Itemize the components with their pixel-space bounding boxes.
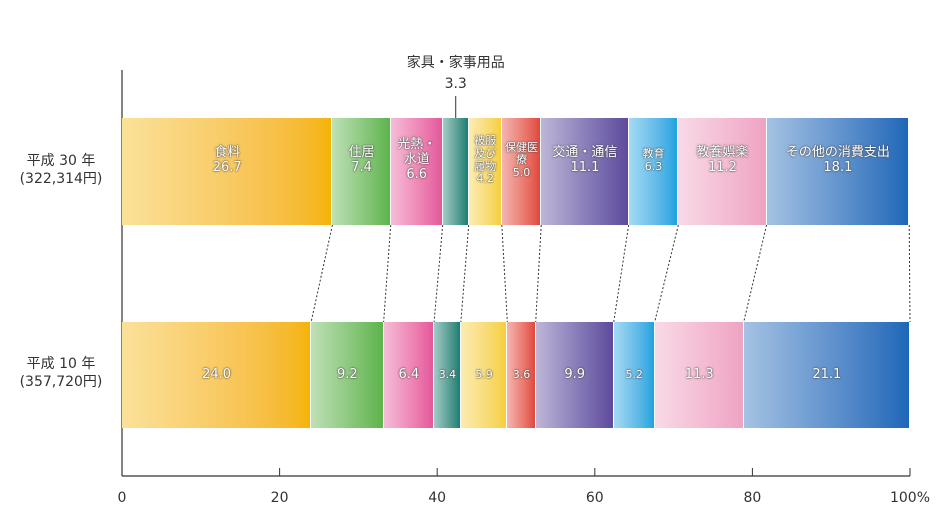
x-tick-label: 80 <box>743 490 762 506</box>
connector <box>383 224 392 323</box>
segment-label: 5.2 <box>614 322 655 428</box>
connector <box>908 224 911 323</box>
value-label: 11.1 <box>570 159 600 175</box>
segment-label: 教育 6.3 <box>629 118 679 203</box>
bar-segment <box>468 118 502 225</box>
bar-segment <box>628 118 679 225</box>
value-label: 3.4 <box>438 367 457 381</box>
x-tick-label: 60 <box>585 490 604 506</box>
bar-segment <box>743 322 910 428</box>
value-label: 6.6 <box>406 166 428 182</box>
category-label: 光熱・水道 <box>397 137 437 168</box>
value-label: 5.2 <box>625 367 643 381</box>
category-label: 教育 <box>642 146 665 160</box>
connector <box>743 224 768 323</box>
bar-segment <box>122 118 333 225</box>
bar-segment <box>311 322 384 428</box>
value-label: 6.4 <box>398 366 420 382</box>
connector <box>613 224 630 323</box>
value-label: 3.3 <box>444 76 467 92</box>
value-label: 6.3 <box>644 159 663 173</box>
segment-label: 食料 26.7 <box>122 118 332 203</box>
x-tick-label: 0 <box>117 490 127 506</box>
bar-segment <box>390 118 443 225</box>
segment-label: 3.6 <box>507 322 535 428</box>
value-label: 5.0 <box>512 165 531 179</box>
segment-label: 6.4 <box>384 322 434 428</box>
value-label: 9.2 <box>337 366 358 382</box>
bar-segment <box>654 322 744 428</box>
bar-segment <box>535 322 614 428</box>
segment-label: 交通・通信 11.1 <box>541 118 628 203</box>
category-label: 住居 <box>348 144 375 160</box>
segment-label: 9.2 <box>311 322 383 428</box>
category-label: 被服及び履物 <box>474 134 497 173</box>
connector <box>310 224 333 323</box>
bar-segment <box>332 118 391 225</box>
segment-label: その他の消費支出 18.1 <box>767 118 910 203</box>
bar-segment <box>383 322 435 428</box>
segment-label <box>443 118 469 203</box>
value-label: 24.0 <box>202 366 232 382</box>
connector <box>535 224 542 323</box>
bar-segment <box>678 118 767 225</box>
category-label: 保健医療 <box>505 140 538 167</box>
value-label: 11.3 <box>684 366 714 382</box>
connector <box>654 224 679 323</box>
series-name: 平成 30 年 <box>26 152 96 169</box>
bar-segment <box>507 322 536 428</box>
segment-label: 教養娯楽 11.2 <box>678 118 766 203</box>
row-label: 平成 10 年 (357,720円) <box>0 355 122 391</box>
segment-label: 11.3 <box>655 322 744 428</box>
segment-label: 住居 7.4 <box>332 118 390 203</box>
bar-segment <box>460 322 508 428</box>
segment-label: 21.1 <box>744 322 910 428</box>
value-label: 5.9 <box>475 367 493 381</box>
value-label: 4.2 <box>476 172 495 186</box>
x-tick-label: 20 <box>270 490 289 506</box>
category-label: 交通・通信 <box>552 144 618 160</box>
segment-label: 光熱・水道 6.6 <box>391 118 443 203</box>
category-label: 食料 <box>214 144 241 160</box>
category-label: 家具・家事用品 <box>406 55 505 71</box>
segment-label: 被服及び履物 4.2 <box>469 118 502 203</box>
bar-segment <box>434 322 461 428</box>
bar-segment <box>541 118 629 225</box>
connector <box>460 224 470 323</box>
segment-label: 3.4 <box>434 322 461 428</box>
bar-segment <box>766 118 910 225</box>
category-label: 教養娯楽 <box>696 144 749 160</box>
series-name: 平成 10 年 <box>26 356 96 372</box>
value-label: 11.2 <box>707 159 737 175</box>
connector <box>501 224 508 323</box>
value-label: 3.6 <box>512 367 531 381</box>
bar-segment <box>613 322 655 428</box>
segment-label: 9.9 <box>536 322 614 428</box>
segment-label: 5.9 <box>461 322 507 428</box>
value-label: 26.7 <box>212 159 242 175</box>
x-tick-label: 100% <box>889 490 931 506</box>
value-label: 7.4 <box>351 159 372 175</box>
value-label: 18.1 <box>823 159 853 175</box>
bar-segment <box>122 322 312 428</box>
x-tick-label: 40 <box>428 490 447 506</box>
connector <box>433 224 444 323</box>
value-label: 21.1 <box>812 366 842 382</box>
segment-label: 24.0 <box>122 322 311 428</box>
row-label: 平成 30 年 (322,314円) <box>0 152 122 188</box>
bar-segment <box>442 118 469 225</box>
category-label: その他の消費支出 <box>785 144 890 160</box>
segment-label: 保健医療 5.0 <box>502 118 541 203</box>
total-label: (322,314円) <box>19 170 103 187</box>
bar-segment <box>501 118 542 225</box>
value-label: 9.9 <box>564 366 586 382</box>
total-label: (357,720円) <box>19 374 103 391</box>
